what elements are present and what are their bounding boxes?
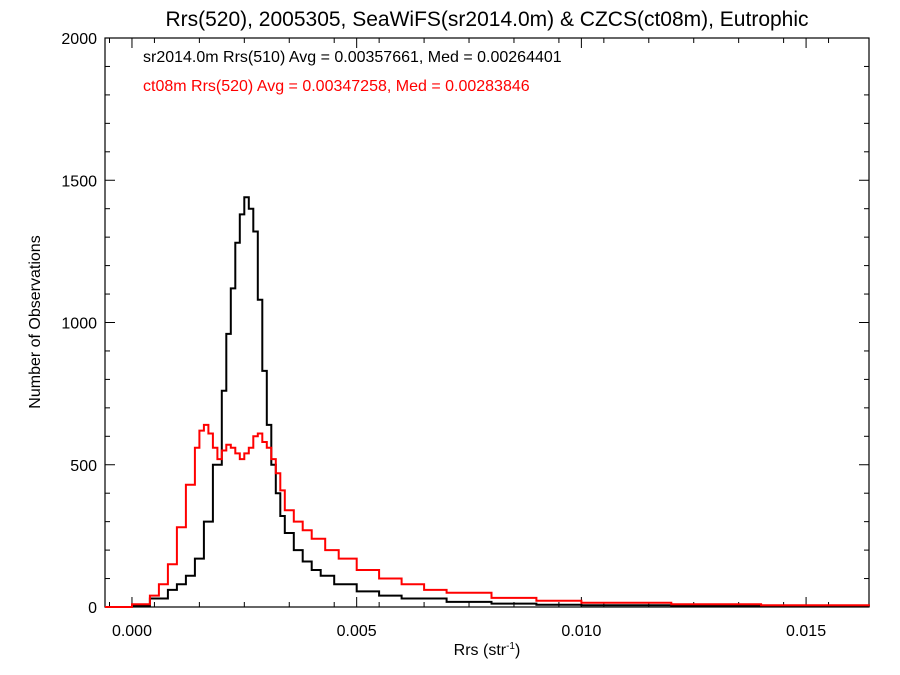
x-tick-label: 0.005 [337,623,377,640]
series-czcs-histogram [105,423,870,608]
y-tick-label: 500 [70,458,97,475]
chart-title: Rrs(520), 2005305, SeaWiFS(sr2014.0m) & … [165,8,808,31]
y-tick-label: 0 [88,600,97,617]
axis-tick-labels: 0.000 0.005 0.010 0.015 0 500 1000 1500 2000 [61,31,826,640]
x-axis-label-close: ) [515,642,520,659]
x-axis-label: Rrs (str-1) [454,641,521,659]
data-series [105,196,870,608]
x-tick-label: 0.010 [561,623,601,640]
x-axis-label-superscript: -1 [506,641,515,652]
axis-ticks [105,37,869,608]
y-tick-label: 1500 [61,173,97,190]
y-tick-label: 1000 [61,316,97,333]
y-tick-label: 2000 [61,31,97,48]
plot-frame [104,37,870,608]
legend-entry-seawifs: sr2014.0m Rrs(510) Avg = 0.00357661, Med… [143,49,562,66]
x-axis-label-main: Rrs (str [454,642,507,659]
series-seawifs-histogram [105,196,870,608]
x-tick-label: 0.015 [786,623,826,640]
x-tick-label: 0.000 [112,623,152,640]
y-axis-label: Number of Observations [27,235,44,408]
legend-entry-czcs: ct08m Rrs(520) Avg = 0.00347258, Med = 0… [143,78,530,95]
